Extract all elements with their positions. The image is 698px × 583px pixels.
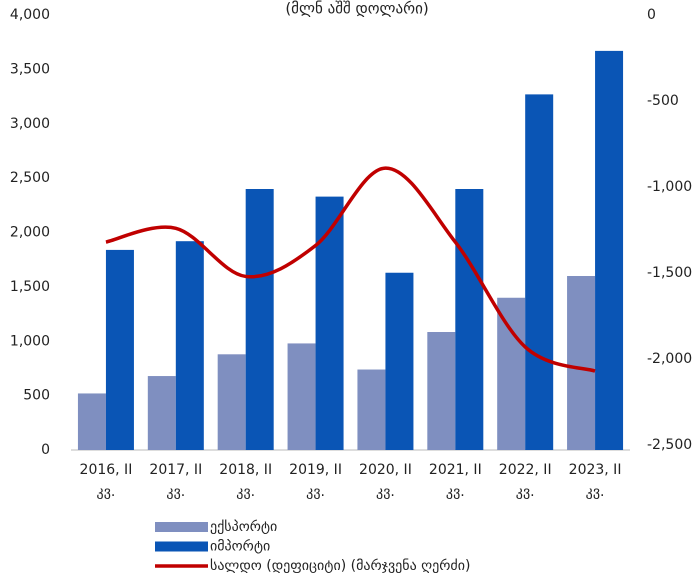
x-tick-label: 2018, II: [219, 462, 272, 478]
legend-swatch: [155, 541, 208, 552]
y2-tick-label: -2,000: [647, 351, 692, 367]
y-tick-label: 2,500: [10, 170, 50, 186]
bar: [315, 196, 344, 450]
x-tick-label: კვ.: [236, 484, 255, 500]
legend-label: ექსპორტი: [210, 518, 277, 535]
chart-title: (მლნ აშშ დოლარი): [285, 0, 428, 18]
bar: [77, 393, 106, 450]
x-tick-label: 2022, II: [499, 462, 552, 478]
bar: [175, 241, 204, 450]
x-tick-label: 2017, II: [149, 462, 202, 478]
bar: [385, 272, 414, 450]
x-tick-label: 2016, II: [80, 462, 133, 478]
y2-tick-label: -1,000: [647, 179, 692, 195]
bar: [427, 332, 456, 450]
bar: [525, 94, 554, 450]
y-tick-label: 3,500: [10, 61, 50, 77]
y-tick-label: 0: [41, 442, 50, 458]
x-tick-label: კვ.: [166, 484, 185, 500]
y2-tick-label: -1,500: [647, 265, 692, 281]
x-tick-label: 2023, II: [569, 462, 622, 478]
bar: [105, 249, 134, 450]
x-tick-label: კვ.: [446, 484, 465, 500]
x-tick-label: კვ.: [376, 484, 395, 500]
bar: [595, 50, 624, 450]
y-tick-label: 1,000: [10, 333, 50, 349]
x-tick-label: კვ.: [516, 484, 535, 500]
bar: [497, 297, 526, 450]
y-tick-label: 4,000: [10, 7, 50, 23]
y-tick-label: 500: [23, 388, 50, 404]
x-tick-label: კვ.: [306, 484, 325, 500]
bar: [147, 376, 176, 450]
x-tick-label: 2019, II: [289, 462, 342, 478]
y2-tick-label: 0: [647, 7, 656, 23]
line: [105, 166, 596, 373]
bar: [455, 189, 484, 450]
bar: [357, 369, 386, 450]
x-tick-label: 2021, II: [429, 462, 482, 478]
bar: [245, 189, 274, 450]
bar: [217, 354, 246, 450]
legend-label: იმპორტი: [210, 538, 270, 555]
legend-label: სალდო (დეფიციტი) (მარჯვენა ღერძი): [210, 557, 470, 574]
legend-swatch: [155, 522, 208, 532]
y-tick-label: 2,000: [10, 225, 50, 241]
bar: [287, 343, 316, 450]
y2-tick-label: -2,500: [647, 437, 692, 453]
x-tick-label: 2020, II: [359, 462, 412, 478]
y-tick-label: 1,500: [10, 279, 50, 295]
y-tick-label: 3,000: [10, 116, 50, 132]
x-tick-label: კვ.: [586, 484, 605, 500]
x-tick-label: კვ.: [97, 484, 116, 500]
bar: [567, 276, 596, 450]
y2-tick-label: -500: [647, 93, 679, 109]
